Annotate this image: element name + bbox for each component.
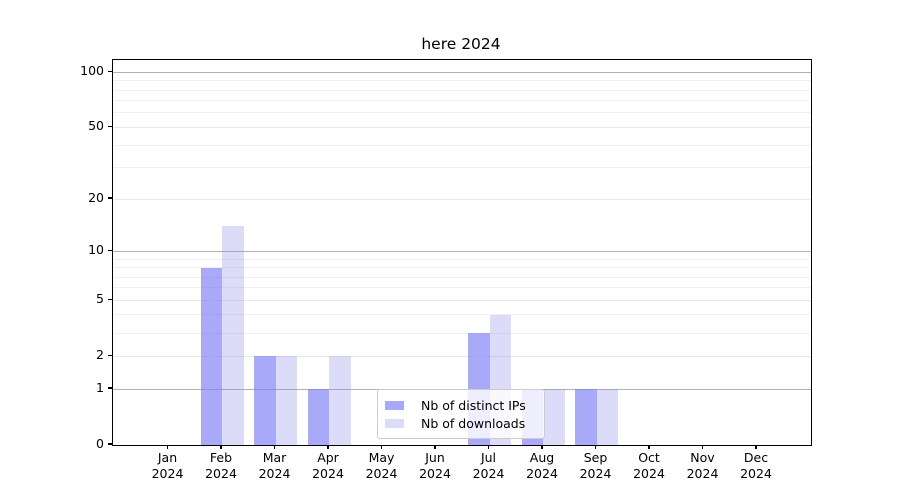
gridline-y-8 xyxy=(113,267,811,268)
x-tick-month: Jun xyxy=(425,450,445,465)
gridline-y-6 xyxy=(113,287,811,289)
bar-downloads-sep xyxy=(596,389,618,445)
gridline-y-90 xyxy=(113,80,811,82)
gridline-y-9 xyxy=(113,258,811,260)
x-tick-month: Jan xyxy=(157,450,178,465)
gridline-y-4 xyxy=(113,314,811,316)
x-tick-month: Nov xyxy=(690,450,715,465)
legend: Nb of distinct IPs Nb of downloads xyxy=(377,389,545,439)
bar-downloads-feb xyxy=(222,226,244,445)
x-tick-year: 2024 xyxy=(472,465,505,481)
x-tick-year: 2024 xyxy=(740,465,772,481)
legend-swatch-distinct-ips-icon xyxy=(385,400,404,410)
legend-label-downloads: Nb of downloads xyxy=(421,415,526,431)
y-tick-label-100: 100 xyxy=(80,63,104,79)
x-tick-label-aug: Aug 2024 xyxy=(512,450,572,481)
x-tick-month: Apr xyxy=(317,450,339,465)
gridline-y-5 xyxy=(113,299,811,301)
bar-downloads-aug xyxy=(543,389,565,445)
x-tick-year: 2024 xyxy=(419,465,451,481)
bars-layer xyxy=(113,60,811,445)
x-tick-year: 2024 xyxy=(151,465,184,481)
x-tick-label-jun: Jun 2024 xyxy=(405,450,465,481)
chart-title: here 2024 xyxy=(421,35,501,53)
x-tick-month: Jul xyxy=(480,450,497,465)
x-tick-label-sep: Sep 2024 xyxy=(566,450,626,481)
bar-downloads-apr xyxy=(329,356,351,445)
gridline-y-80 xyxy=(113,89,811,91)
x-tick-label-jan: Jan 2024 xyxy=(138,450,198,481)
gridline-y-30 xyxy=(113,167,811,169)
gridline-y-3 xyxy=(113,332,811,334)
gridline-y-2 xyxy=(113,355,811,357)
x-tick-month: Mar xyxy=(262,450,287,465)
x-tick-year: 2024 xyxy=(258,465,291,481)
gridline-y-40 xyxy=(113,144,811,146)
gridline-y-100 xyxy=(113,71,811,73)
x-tick-month: Dec xyxy=(743,450,769,465)
y-tick-label-5: 5 xyxy=(96,291,104,307)
gridline-y-60 xyxy=(113,112,811,114)
x-tick-year: 2024 xyxy=(633,465,665,481)
gridline-y-70 xyxy=(113,100,811,102)
x-tick-month: Feb xyxy=(209,450,233,465)
y-tick-label-20: 20 xyxy=(88,190,104,206)
x-tick-label-jul: Jul 2024 xyxy=(459,450,519,481)
bar-distinct-ips-sep xyxy=(575,389,597,445)
gridline-y-10 xyxy=(113,250,811,252)
x-tick-year: 2024 xyxy=(686,465,719,481)
x-tick-month: Aug xyxy=(529,450,555,465)
x-tick-month: Oct xyxy=(638,450,660,465)
x-tick-year: 2024 xyxy=(526,465,558,481)
x-tick-label-nov: Nov 2024 xyxy=(673,450,733,481)
bar-downloads-mar xyxy=(275,356,297,445)
gridline-y-20 xyxy=(113,198,811,200)
bar-distinct-ips-mar xyxy=(254,356,276,445)
gridline-y-50 xyxy=(113,126,811,128)
legend-row-downloads: Nb of downloads xyxy=(385,414,537,432)
legend-row-distinct-ips: Nb of distinct IPs xyxy=(385,396,537,414)
x-tick-year: 2024 xyxy=(205,465,237,481)
x-tick-year: 2024 xyxy=(312,465,344,481)
x-tick-month: May xyxy=(368,450,395,465)
x-tick-label-dec: Dec 2024 xyxy=(726,450,786,481)
gridline-y-7 xyxy=(113,276,811,278)
x-tick-label-feb: Feb 2024 xyxy=(191,450,251,481)
y-tick-label-1: 1 xyxy=(96,380,104,395)
y-tick-label-0: 0 xyxy=(96,436,104,451)
y-tick-label-2: 2 xyxy=(96,347,104,363)
x-tick-label-mar: Mar 2024 xyxy=(245,450,305,481)
y-tick-label-50: 50 xyxy=(88,118,104,134)
bar-distinct-ips-apr xyxy=(307,389,329,445)
y-tick-label-10: 10 xyxy=(88,242,104,258)
x-tick-label-apr: Apr 2024 xyxy=(298,450,358,481)
x-tick-month: Sep xyxy=(583,450,608,465)
x-tick-label-oct: Oct 2024 xyxy=(619,450,679,481)
x-tick-year: 2024 xyxy=(579,465,612,481)
legend-label-distinct-ips: Nb of distinct IPs xyxy=(421,397,526,413)
x-tick-year: 2024 xyxy=(365,465,398,481)
legend-swatch-downloads-icon xyxy=(385,418,404,428)
bar-distinct-ips-feb xyxy=(200,267,222,445)
x-tick-label-may: May 2024 xyxy=(352,450,412,481)
plot-area xyxy=(112,59,812,446)
